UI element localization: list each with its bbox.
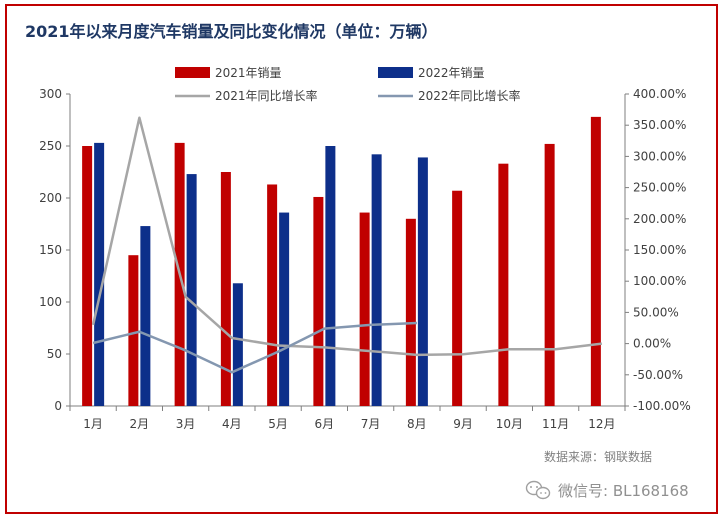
y-right-tick-label: 250.00% — [633, 181, 686, 195]
y-left-tick-label: 300 — [39, 87, 62, 101]
series-line — [91, 116, 603, 357]
y-left-tick-label: 0 — [54, 399, 62, 413]
bar — [590, 116, 601, 406]
bar — [94, 142, 105, 406]
y-left-tick-label: 250 — [39, 139, 62, 153]
watermark: 微信号: BL168168 — [525, 480, 689, 500]
wechat-icon — [525, 480, 551, 500]
y-right-tick-label: 0.00% — [633, 337, 671, 351]
bar — [220, 172, 231, 406]
y-right-tick-label: 150.00% — [633, 243, 686, 257]
legend-swatch — [378, 67, 413, 78]
bar — [279, 212, 290, 406]
x-tick-label: 3月 — [176, 417, 196, 431]
bar — [325, 146, 336, 406]
x-tick-label: 4月 — [222, 417, 242, 431]
x-tick-label: 1月 — [83, 417, 103, 431]
y-right-tick-label: 350.00% — [633, 118, 686, 132]
x-tick-label: 12月 — [588, 417, 615, 431]
y-left-tick-label: 100 — [39, 295, 62, 309]
bar — [498, 163, 509, 406]
bar — [544, 143, 555, 407]
bar — [452, 190, 463, 406]
y-left-tick-label: 150 — [39, 243, 62, 257]
bar — [359, 212, 370, 406]
x-tick-label: 8月 — [407, 417, 427, 431]
bar — [371, 154, 382, 406]
legend-label: 2021年销量 — [215, 66, 282, 80]
y-right-tick-label: 300.00% — [633, 149, 686, 163]
bars — [82, 116, 601, 407]
legend-label: 2022年销量 — [418, 66, 485, 80]
y-left-tick-label: 50 — [47, 347, 62, 361]
bar — [313, 196, 324, 406]
bar — [186, 174, 197, 406]
y-right-tick-label: -50.00% — [633, 368, 683, 382]
x-tick-label: 6月 — [315, 417, 335, 431]
legend: 2021年销量 2022年销量 2021年同比增长率 2022年同比增长率 — [175, 66, 521, 103]
bar — [232, 283, 243, 406]
axes: 0 50 100 150 200 250 300 -100.00% -50.00% 0.00% 50… — [39, 87, 691, 431]
y-right-tick-label: 200.00% — [633, 212, 686, 226]
x-tick-label: 10月 — [496, 417, 523, 431]
x-tick-label: 7月 — [361, 417, 381, 431]
x-tick-label: 11月 — [542, 417, 569, 431]
watermark-text: 微信号: BL168168 — [558, 482, 689, 500]
source-note: 数据来源：钢联数据 — [544, 449, 652, 464]
y-left-tick-label: 200 — [39, 191, 62, 205]
bar — [82, 146, 93, 406]
bar — [267, 184, 278, 406]
legend-label: 2021年同比增长率 — [215, 88, 318, 103]
x-tick-label: 5月 — [268, 417, 288, 431]
y-right-tick-label: 100.00% — [633, 274, 686, 288]
series-line — [92, 321, 417, 374]
bar — [128, 255, 139, 406]
bar — [140, 226, 151, 406]
x-tick-label: 2月 — [130, 417, 150, 431]
y-right-tick-label: 400.00% — [633, 87, 686, 101]
y-right-tick-label: 50.00% — [633, 305, 679, 319]
chart-title: 2021年以来月度汽车销量及同比变化情况（单位：万辆） — [25, 22, 438, 41]
y-right-tick-label: -100.00% — [633, 399, 691, 413]
bar — [405, 218, 416, 406]
x-tick-label: 9月 — [453, 417, 473, 431]
legend-label: 2022年同比增长率 — [418, 88, 521, 103]
bar — [417, 157, 428, 406]
lines — [91, 116, 603, 374]
legend-swatch — [175, 67, 210, 78]
